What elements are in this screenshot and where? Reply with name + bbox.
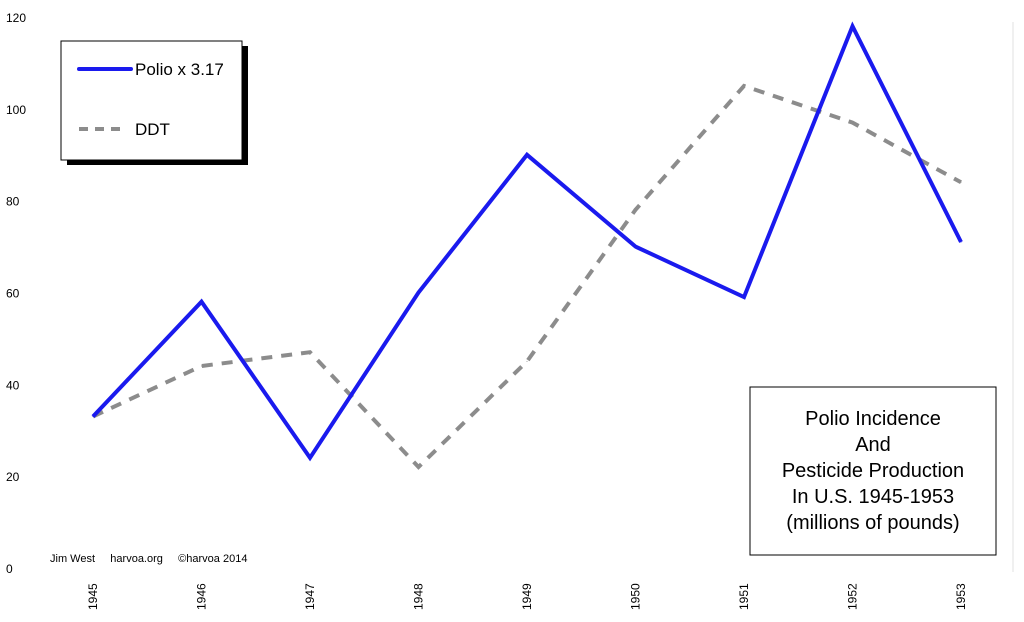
title-line-2: And xyxy=(855,434,891,456)
x-tick-labels: 1945 1946 1947 1948 1949 1950 1951 1952 1953 xyxy=(86,583,968,610)
data-point-ddt xyxy=(309,351,311,353)
data-point-ddt xyxy=(743,85,745,87)
y-tick-label: 20 xyxy=(6,470,20,484)
x-tick-label: 1953 xyxy=(954,583,968,610)
legend-box xyxy=(60,40,243,161)
data-point-ddt xyxy=(418,466,419,468)
series-line-ddt xyxy=(92,83,962,470)
series-layer xyxy=(91,21,963,470)
title-line-5: (millions of pounds) xyxy=(786,512,959,534)
title-box: Polio Incidence And Pesticide Production… xyxy=(749,386,997,556)
credit-text: Jim West harvoa.org ©harvoa 2014 xyxy=(50,553,247,565)
data-point-polio xyxy=(635,246,636,248)
x-tick-label: 1946 xyxy=(195,583,209,610)
y-tick-label: 120 xyxy=(6,11,26,25)
x-tick-label: 1949 xyxy=(520,583,534,610)
title-line-3: Pesticide Production xyxy=(782,460,964,482)
data-point-polio xyxy=(960,241,962,243)
x-tick-label: 1951 xyxy=(737,583,751,610)
title-line-4: In U.S. 1945-1953 xyxy=(792,486,954,508)
legend-label-ddt: DDT xyxy=(135,120,170,139)
legend: Polio x 3.17 DDT xyxy=(60,40,248,165)
data-point-polio xyxy=(743,296,745,298)
x-tick-label: 1950 xyxy=(629,583,643,610)
data-point-polio xyxy=(852,25,853,27)
x-tick-label: 1947 xyxy=(303,583,317,610)
data-point-polio xyxy=(201,301,202,303)
legend-label-polio: Polio x 3.17 xyxy=(135,60,224,79)
data-point-polio xyxy=(526,154,528,156)
data-point-ddt xyxy=(960,181,962,183)
y-tick-label: 60 xyxy=(6,287,20,301)
y-tick-label: 0 xyxy=(6,562,13,576)
data-point-ddt xyxy=(635,209,636,211)
x-tick-label: 1948 xyxy=(412,583,426,610)
data-point-polio xyxy=(92,415,94,417)
y-tick-label: 100 xyxy=(6,103,26,117)
x-tick-label: 1945 xyxy=(86,583,100,610)
title-box-border xyxy=(749,386,997,556)
y-tick-label: 80 xyxy=(6,195,20,209)
data-point-ddt xyxy=(526,360,528,362)
data-point-polio xyxy=(418,292,419,293)
data-point-ddt xyxy=(852,122,853,124)
data-point-polio xyxy=(309,457,311,459)
title-line-1: Polio Incidence xyxy=(805,408,941,430)
y-tick-label: 40 xyxy=(6,378,20,392)
data-point-ddt xyxy=(201,365,202,367)
y-tick-labels: 0 20 40 60 80 100 120 xyxy=(6,11,26,576)
x-tick-label: 1952 xyxy=(846,583,860,610)
